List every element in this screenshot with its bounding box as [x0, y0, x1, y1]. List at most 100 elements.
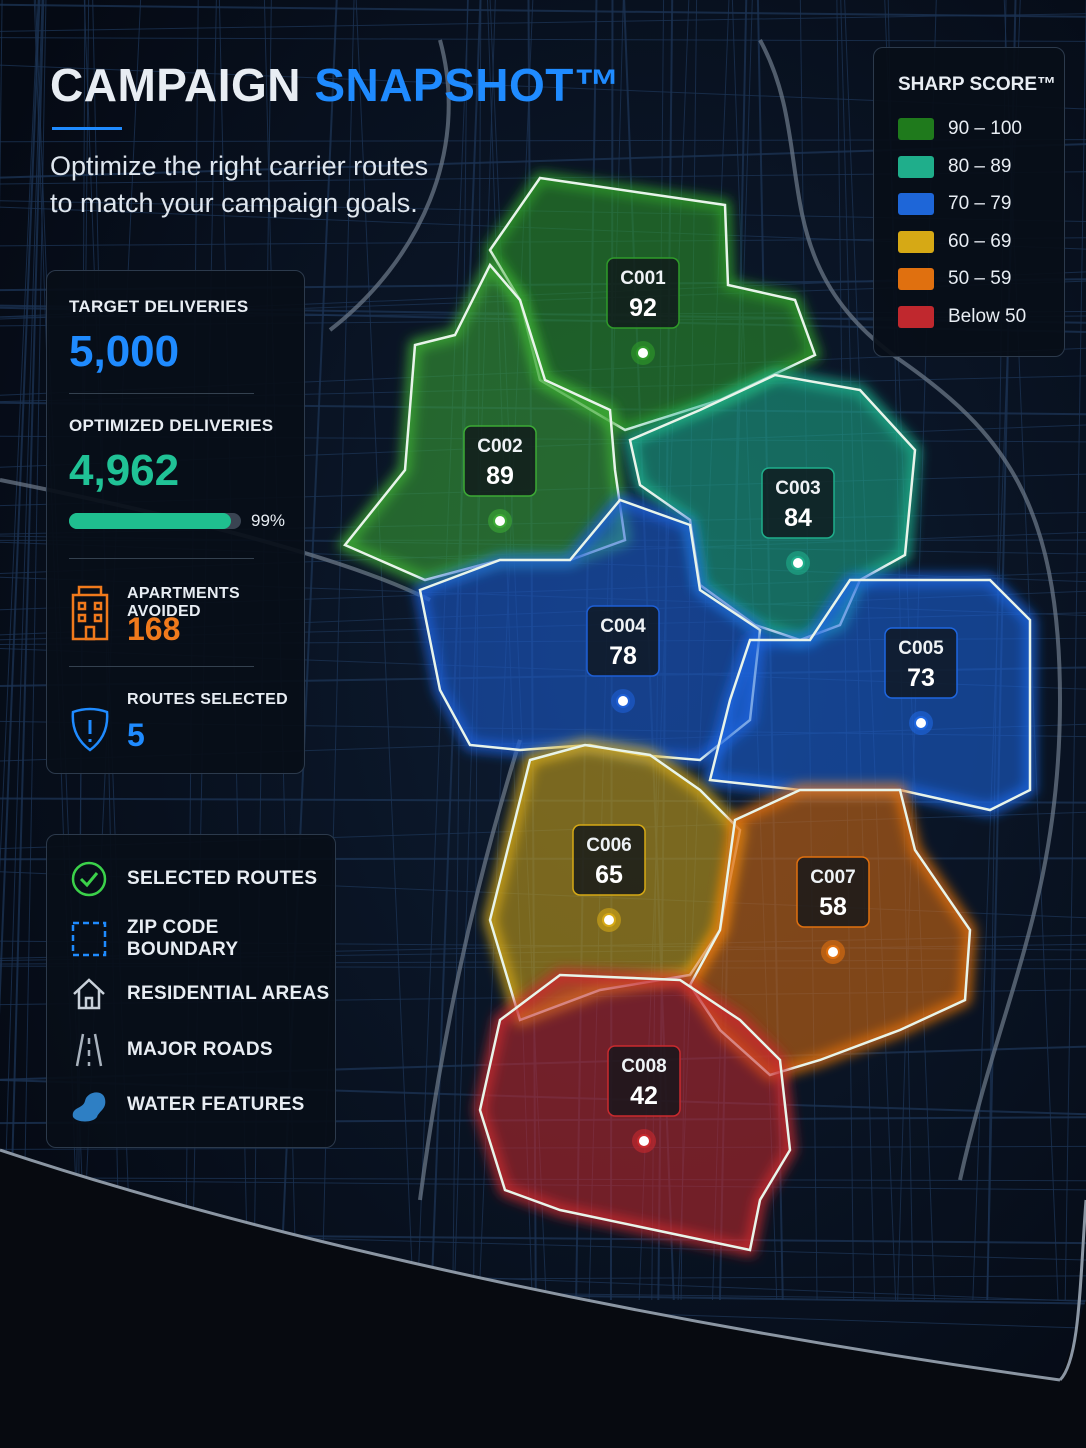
- route-marker: C007 58: [796, 856, 870, 964]
- route-score: 65: [595, 861, 623, 889]
- marker-box: [761, 467, 835, 539]
- page-title: CAMPAIGN SNAPSHOT™: [50, 58, 620, 112]
- route-marker: C008 42: [607, 1045, 681, 1153]
- marker-box: [463, 425, 537, 497]
- route-id: C004: [600, 616, 646, 637]
- key-item: WATER FEATURES: [69, 1085, 305, 1125]
- legend-title: SHARP SCORE™: [898, 74, 1057, 95]
- tablet-edge: [1058, 1199, 1086, 1382]
- subtitle-line: Optimize the right carrier routes: [50, 151, 429, 181]
- legend-item: 60 – 69: [898, 230, 1012, 253]
- legend-item: 90 – 100: [898, 118, 1022, 140]
- legend-label: 50 – 59: [948, 268, 1012, 289]
- highway: [418, 739, 522, 1201]
- score-legend-panel: SHARP SCORE™ 90 – 100 80 – 89 70 – 79 60 – …: [873, 47, 1065, 357]
- street: [1, 0, 43, 1301]
- route-score: 92: [629, 294, 657, 322]
- legend-swatch: [898, 118, 934, 140]
- pin: [791, 556, 805, 570]
- route-score: 73: [907, 664, 935, 692]
- route-id: C005: [898, 638, 944, 659]
- route-score: 78: [609, 642, 637, 670]
- key-icon: [71, 861, 107, 897]
- pin: [636, 346, 650, 360]
- pin: [616, 694, 630, 708]
- key-item: MAJOR ROADS: [69, 1030, 273, 1070]
- stat-value: 168: [127, 611, 181, 647]
- route-score: 89: [486, 462, 514, 490]
- key-icon: [75, 1033, 103, 1067]
- separator: [69, 558, 254, 559]
- route-id: C003: [775, 478, 820, 499]
- legend-label: 90 – 100: [948, 118, 1022, 139]
- stats-panel: TARGET DELIVERIES 5,000 OPTIMIZED DELIVE…: [46, 270, 305, 774]
- separator: [69, 666, 254, 667]
- pin: [602, 913, 616, 927]
- street: [22, 0, 47, 1301]
- legend-item: 50 – 59: [898, 268, 1011, 290]
- pin: [914, 716, 928, 730]
- key-label: ZIP CODE BOUNDARY: [126, 917, 239, 960]
- tablet-edge: [0, 1148, 1061, 1382]
- marker-box: [607, 1045, 681, 1117]
- route-id: C002: [477, 436, 522, 457]
- legend-swatch: [898, 305, 934, 328]
- stat-value: 5,000: [69, 327, 180, 376]
- key-label: SELECTED ROUTES: [127, 868, 318, 889]
- stat-value: 4,962: [69, 446, 180, 495]
- key-label: MAJOR ROADS: [127, 1039, 273, 1060]
- route-marker: C002 89: [463, 425, 537, 533]
- stat-label: TARGET DELIVERIES: [69, 297, 249, 316]
- legend-item: 70 – 79: [898, 193, 1011, 215]
- legend-swatch: [898, 268, 934, 290]
- progress-fill: [69, 513, 231, 529]
- route-shield-icon: [71, 707, 109, 752]
- marker-box: [586, 605, 660, 677]
- pin: [826, 945, 840, 959]
- route-score: 84: [784, 504, 812, 532]
- key-item: ZIP CODE BOUNDARY: [69, 917, 335, 961]
- marker-box: [606, 257, 680, 329]
- separator: [69, 393, 254, 394]
- legend-item: 80 – 89: [898, 155, 1012, 178]
- route-id: C006: [586, 835, 631, 856]
- title-accent: SNAPSHOT™: [314, 59, 621, 111]
- legend-label: Below 50: [948, 305, 1027, 327]
- legend-swatch: [898, 155, 934, 178]
- marker-box: [884, 627, 958, 699]
- subtitle: Optimize the right carrier routes to matc…: [50, 148, 428, 222]
- highway: [758, 39, 1063, 1181]
- tablet-bezel: [0, 1150, 1086, 1448]
- route-marker: C004 78: [586, 605, 660, 713]
- subtitle-line: to match your campaign goals.: [50, 188, 418, 218]
- key-icon: [73, 978, 105, 1010]
- map-key-panel: SELECTED ROUTES ZIP CODE BOUNDARY RESIDE…: [46, 834, 336, 1148]
- stat-label: APARTMENTS AVOIDED: [127, 585, 240, 620]
- route-id: C007: [810, 867, 855, 888]
- legend-label: 80 – 89: [948, 155, 1012, 177]
- key-item: RESIDENTIAL AREAS: [69, 974, 330, 1014]
- stat-label: OPTIMIZED DELIVERIES: [69, 416, 274, 435]
- key-label: WATER FEATURES: [127, 1094, 305, 1115]
- key-icon: [71, 921, 107, 957]
- pin: [637, 1134, 651, 1148]
- legend-item: Below 50: [898, 305, 1027, 328]
- marker-box: [796, 856, 870, 928]
- legend-swatch: [898, 230, 934, 253]
- route-marker: C006 65: [572, 824, 646, 932]
- legend-label: 70 – 79: [948, 193, 1012, 214]
- title-text: CAMPAIGN: [50, 59, 302, 111]
- route-marker: C001 92: [606, 257, 680, 365]
- title-rule: [52, 127, 122, 130]
- street: [0, 13, 1086, 32]
- street: [355, 0, 414, 1301]
- street: [0, 0, 41, 1016]
- street: [0, 3, 1086, 18]
- route-id: C008: [621, 1056, 666, 1077]
- route-id: C001: [620, 268, 666, 289]
- apartment-icon: [71, 585, 109, 641]
- route-score: 42: [630, 1082, 658, 1110]
- legend-label: 60 – 69: [948, 230, 1012, 252]
- key-label: RESIDENTIAL AREAS: [127, 983, 330, 1004]
